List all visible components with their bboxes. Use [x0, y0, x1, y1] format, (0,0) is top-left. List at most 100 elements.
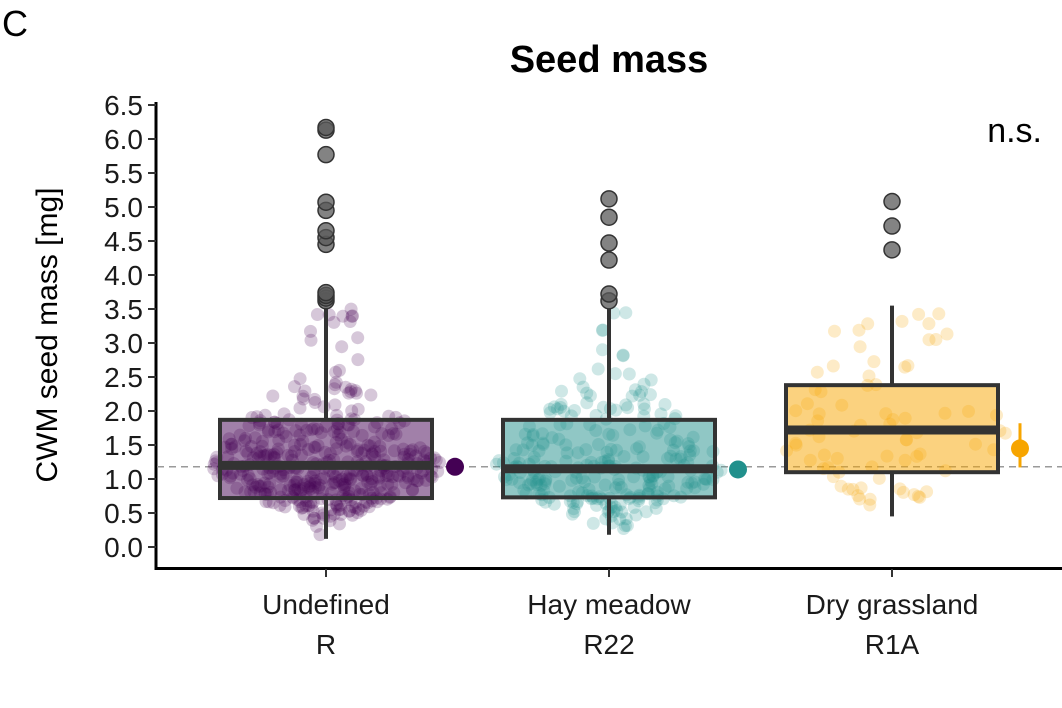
x-tick-label: Hay meadow — [527, 589, 691, 620]
data-point — [329, 497, 343, 511]
data-point — [345, 404, 359, 418]
data-point — [364, 388, 378, 402]
data-point — [633, 388, 647, 402]
data-point — [351, 331, 365, 345]
data-point — [613, 498, 627, 511]
data-point — [567, 502, 581, 516]
box-iqr — [218, 417, 434, 501]
data-point — [555, 384, 568, 398]
data-point — [608, 500, 622, 514]
data-point — [547, 497, 561, 511]
outlier-point — [600, 208, 618, 226]
data-point — [568, 404, 581, 417]
data-point — [893, 482, 907, 496]
data-point — [328, 378, 342, 392]
data-point — [554, 397, 568, 411]
data-point — [929, 333, 943, 346]
data-point — [810, 365, 824, 379]
data-point — [557, 404, 571, 418]
outlier-point — [317, 283, 335, 302]
data-point — [580, 386, 594, 400]
outlier-point — [317, 145, 335, 164]
data-point — [304, 324, 317, 338]
data-point — [658, 398, 672, 411]
data-point — [853, 492, 867, 506]
data-point — [296, 389, 310, 403]
data-point — [590, 498, 603, 512]
data-point — [620, 519, 634, 532]
data-point — [920, 485, 934, 499]
outlier-point — [600, 234, 618, 252]
data-point — [922, 317, 936, 331]
data-point — [637, 397, 651, 411]
data-point — [331, 500, 344, 514]
data-point — [851, 489, 865, 503]
data-point — [431, 464, 445, 478]
data-point — [345, 309, 359, 323]
y-tick-label: 4.5 — [104, 226, 143, 257]
data-point — [853, 340, 867, 354]
data-point — [349, 501, 363, 515]
data-point — [901, 359, 915, 373]
data-point — [293, 372, 307, 386]
data-point — [714, 463, 728, 477]
data-point — [306, 504, 320, 518]
data-point — [329, 375, 343, 389]
data-point — [576, 380, 590, 394]
data-point — [342, 386, 356, 400]
data-point — [568, 505, 581, 519]
y-tick-label: 2.5 — [104, 362, 143, 393]
data-point — [332, 363, 346, 377]
data-point — [313, 528, 327, 542]
data-point — [295, 501, 309, 515]
data-point — [895, 314, 909, 328]
data-point — [307, 511, 321, 525]
data-point — [207, 462, 221, 476]
data-point — [609, 403, 623, 417]
chart-title: Seed mass — [510, 39, 709, 81]
outlier-point — [317, 193, 335, 211]
data-point — [596, 343, 609, 357]
data-point — [348, 384, 362, 398]
data-point — [998, 426, 1012, 440]
data-point — [334, 507, 348, 521]
data-point — [596, 323, 609, 337]
data-point — [637, 377, 651, 391]
data-point — [863, 492, 877, 506]
data-point — [629, 508, 643, 522]
data-point — [834, 479, 848, 493]
data-point — [613, 512, 627, 526]
data-point — [344, 385, 358, 399]
data-point — [554, 401, 568, 414]
data-point — [616, 349, 630, 363]
data-point — [826, 359, 840, 373]
data-point — [207, 457, 221, 471]
y-tick-label: 1.0 — [104, 464, 143, 495]
data-point — [310, 519, 323, 533]
data-point — [604, 500, 618, 514]
data-point — [304, 333, 318, 347]
data-point — [350, 386, 363, 400]
y-tick-label: 5.5 — [104, 158, 143, 189]
data-point — [872, 471, 886, 485]
data-point — [328, 398, 342, 412]
data-point — [583, 389, 597, 403]
data-point — [922, 333, 936, 347]
data-point — [649, 501, 663, 515]
data-point — [896, 485, 910, 499]
y-axis-label: CWM seed mass [mg] — [31, 187, 64, 482]
mean-point — [729, 460, 747, 479]
data-point — [329, 365, 343, 379]
data-point — [339, 380, 353, 394]
data-point — [619, 398, 633, 412]
data-point — [912, 307, 926, 321]
data-point — [580, 396, 594, 410]
x-tick-label: Undefined — [262, 589, 390, 620]
y-tick-label: 3.0 — [104, 328, 143, 359]
data-point — [296, 392, 310, 406]
data-point — [852, 323, 866, 337]
data-point — [345, 500, 359, 514]
y-tick-label: 6.0 — [104, 124, 143, 155]
data-point — [619, 512, 633, 526]
data-point — [293, 401, 307, 415]
